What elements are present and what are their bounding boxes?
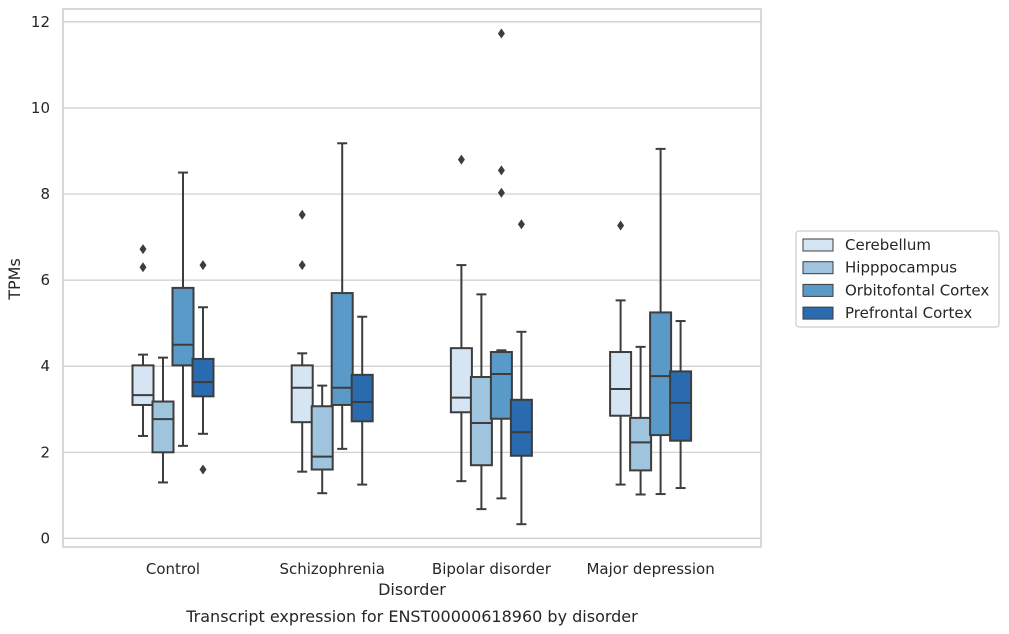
box-cerebellum [290,209,314,473]
box-iqr [290,364,314,424]
box-iqr [469,375,493,467]
x-tick-label: Major depression [586,560,714,578]
box-prefrontal-cortex [669,320,693,490]
outlier-point [497,187,505,198]
box-iqr [649,311,673,437]
outlier-point [617,220,625,231]
legend-label: Prefrontal Cortex [845,304,972,322]
plot-frame [62,8,762,548]
grid-lines [63,21,761,539]
y-tick-label: 8 [40,185,50,203]
box-iqr [131,364,155,406]
box-orbitofontal-cortex [649,147,673,496]
box-cerebellum [131,244,155,437]
outlier-point [517,219,525,230]
legend-label: Cerebellum [845,236,931,254]
y-tick-label: 0 [40,529,50,547]
box-hipppocampus [151,356,175,484]
legend-swatch [802,306,834,320]
x-tick-label: Control [146,560,200,578]
box-hipppocampus [469,293,493,511]
outlier-point [199,260,207,271]
box-hipppocampus [310,384,334,495]
outlier-point [298,209,306,220]
box-iqr [629,416,653,472]
box-iqr [171,286,195,367]
legend-swatch [802,238,834,252]
box-orbitofontal-cortex [330,142,354,450]
legend-label: Hipppocampus [845,259,957,277]
outlier-point [497,28,505,39]
legend-frame [795,230,1000,328]
box-iqr [191,357,215,398]
outlier-point [457,154,465,165]
outlier-point [139,262,147,273]
legend: Cerebellum Hipppocampus Orbitofontal Corte… [795,230,1000,328]
box-prefrontal-cortex [509,219,533,526]
box-iqr [330,292,354,406]
outlier-point [497,165,505,176]
box-cerebellum [449,154,473,483]
y-axis-ticks: 0 2 4 6 8 10 12 [31,13,50,547]
box-series [131,28,693,526]
box-iqr [449,347,473,414]
box-prefrontal-cortex [191,260,215,475]
legend-label: Orbitofontal Cortex [845,281,989,299]
box-iqr [509,398,533,457]
y-axis-label: TPMs [5,258,24,301]
x-axis-ticks: Control Schizophrenia Bipolar disorder Majo… [146,560,715,578]
box-iqr [350,373,374,423]
chart-caption: Transcript expression for ENST0000061896… [185,607,638,626]
x-tick-label: Bipolar disorder [432,560,552,578]
box-iqr [489,351,513,420]
box-iqr [669,370,693,442]
x-tick-label: Schizophrenia [279,560,384,578]
outlier-point [298,260,306,271]
box-iqr [310,405,334,471]
x-axis-label: Disorder [378,580,446,599]
y-tick-label: 6 [40,271,50,289]
box-prefrontal-cortex [350,315,374,486]
legend-swatch [802,283,834,297]
box-cerebellum [609,220,633,486]
outlier-point [139,244,147,255]
box-iqr [151,400,175,454]
outlier-point [199,464,207,475]
y-tick-label: 10 [31,99,50,117]
y-tick-label: 12 [31,13,50,31]
y-tick-label: 4 [40,357,50,375]
box-iqr [609,351,633,417]
legend-swatch [802,261,834,275]
box-orbitofontal-cortex [489,28,513,500]
box-hipppocampus [629,345,653,496]
box-orbitofontal-cortex [171,171,195,447]
y-tick-label: 2 [40,443,50,461]
